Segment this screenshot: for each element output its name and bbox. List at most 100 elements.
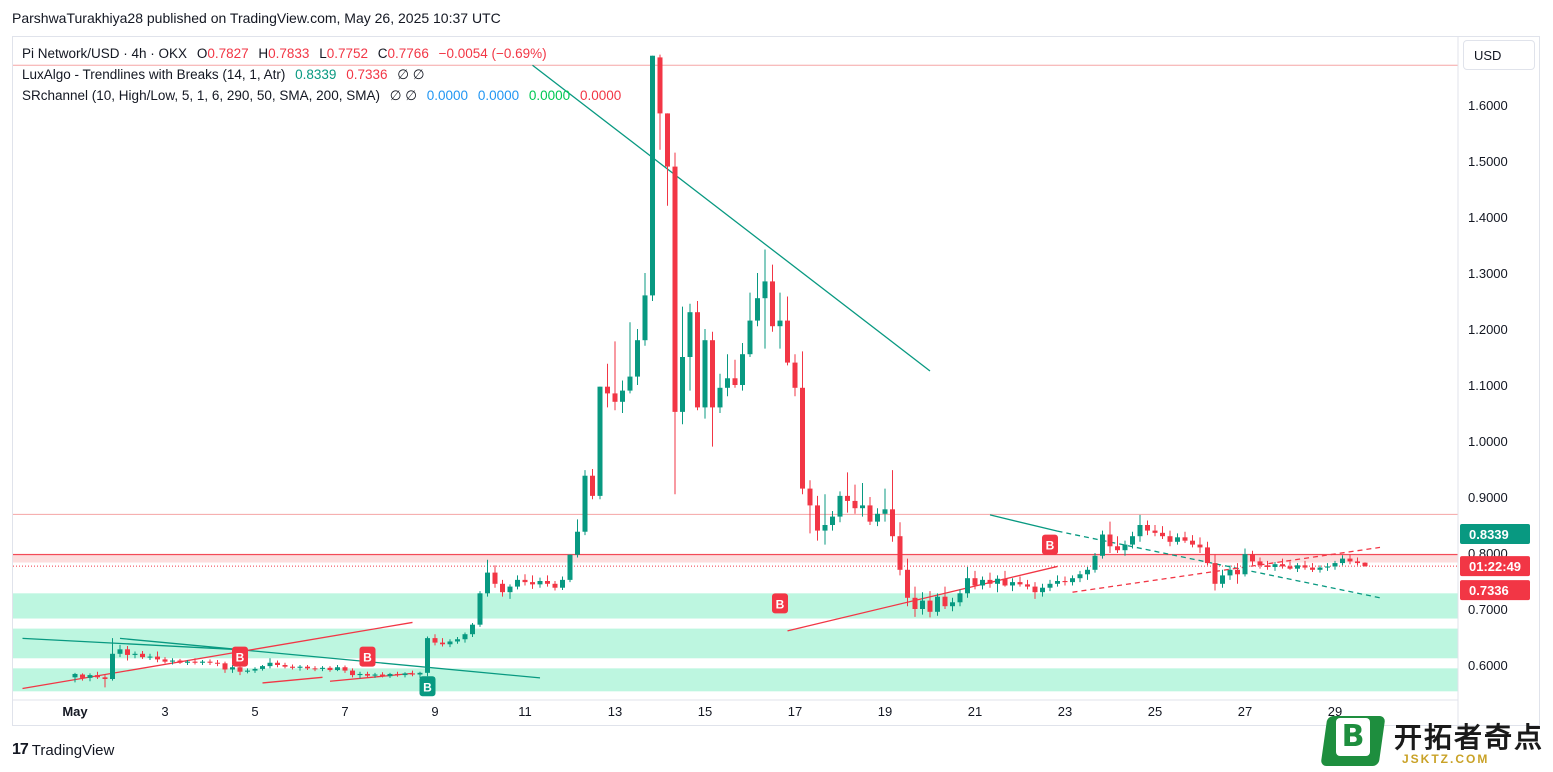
candle-body — [425, 638, 430, 673]
candle-92 — [762, 249, 768, 349]
candle-163 — [1295, 563, 1300, 573]
candle-71 — [605, 363, 610, 408]
luxalgo-indicator-name[interactable]: LuxAlgo - Trendlines with Breaks (14, 1,… — [22, 67, 286, 82]
candle-body — [410, 673, 415, 675]
candle-26 — [267, 658, 273, 669]
trendline-0 — [532, 64, 931, 372]
candle-body — [702, 340, 708, 408]
y-tick-label: 0.7000 — [1468, 602, 1508, 617]
candle-162 — [1287, 561, 1293, 570]
break-marker-1: B — [359, 646, 376, 667]
sr-zone-3 — [13, 553, 1458, 563]
candle-52 — [462, 632, 468, 643]
candle-141 — [1130, 531, 1135, 549]
candle-23 — [245, 668, 250, 674]
candle-body — [1250, 554, 1255, 562]
candle-140 — [1122, 540, 1128, 556]
candle-body — [215, 662, 220, 664]
y-tick-label: 1.4000 — [1468, 210, 1508, 225]
candle-161 — [1280, 558, 1285, 569]
candle-9 — [140, 651, 145, 659]
candle-body — [1175, 537, 1180, 542]
candle-100 — [822, 494, 828, 545]
candle-19 — [215, 659, 220, 667]
break-marker-2: B — [419, 676, 436, 697]
candle-134 — [1077, 570, 1083, 583]
candle-167 — [1325, 563, 1330, 571]
candle-body — [192, 661, 198, 663]
candle-body — [822, 525, 828, 531]
candle-118 — [957, 589, 963, 607]
candle-body — [1220, 575, 1225, 584]
trendline-4 — [1057, 530, 1381, 599]
candle-body — [627, 376, 633, 391]
candle-body — [252, 668, 258, 671]
candle-16 — [192, 658, 198, 665]
candle-106 — [867, 497, 873, 525]
candle-body — [777, 320, 783, 327]
trendline-3 — [989, 514, 1058, 532]
break-marker-0: B — [232, 646, 248, 667]
srchannel-empty-values: ∅ ∅ — [389, 88, 417, 103]
candle-57 — [500, 579, 505, 597]
candle-body — [972, 578, 978, 586]
candle-body — [297, 666, 303, 668]
x-tick-label: 21 — [968, 704, 982, 719]
srchannel-value-2: 0.0000 — [477, 88, 520, 103]
candle-169 — [1340, 555, 1345, 566]
candle-body — [185, 661, 190, 663]
candle-body — [200, 661, 205, 663]
legend-change: −0.0054 (−0.69%) — [438, 46, 547, 61]
candle-body — [1167, 536, 1173, 542]
candle-body — [837, 495, 843, 517]
candle-41 — [380, 672, 385, 678]
candle-body — [867, 505, 873, 522]
tradingview-logo[interactable]: 17 TradingView — [12, 741, 114, 759]
candle-body — [1280, 564, 1285, 567]
candle-168 — [1332, 560, 1338, 570]
candle-3 — [95, 671, 100, 679]
candle-38 — [357, 671, 363, 679]
candle-body — [545, 581, 550, 584]
candle-body — [860, 505, 865, 509]
break-marker-label: B — [236, 651, 245, 665]
candle-24 — [252, 667, 258, 673]
candle-body — [1212, 563, 1218, 584]
currency-button[interactable]: USD — [1463, 40, 1535, 70]
candle-0 — [72, 672, 78, 683]
legend-symbol[interactable]: Pi Network/USD · 4h · OKX — [22, 46, 188, 61]
candle-body — [725, 378, 730, 388]
candle-body — [687, 312, 693, 357]
candle-46 — [417, 671, 423, 678]
x-tick-label: 25 — [1148, 704, 1162, 719]
candle-68 — [582, 470, 588, 536]
candle-body — [447, 641, 453, 645]
candle-70 — [597, 386, 603, 500]
candle-36 — [342, 665, 348, 673]
candle-body — [282, 665, 288, 667]
candle-body — [155, 656, 160, 660]
candle-127 — [1025, 579, 1030, 590]
candle-body — [1265, 565, 1270, 567]
candle-138 — [1107, 521, 1113, 553]
break-marker-box — [772, 593, 788, 614]
candle-body — [1257, 561, 1263, 566]
candle-34 — [327, 666, 333, 672]
candle-13 — [170, 658, 175, 665]
legend-h-label: H — [258, 46, 269, 61]
candle-body — [267, 662, 273, 667]
candle-164 — [1302, 560, 1308, 570]
srchannel-indicator-name[interactable]: SRchannel (10, High/Low, 5, 1, 6, 290, 5… — [22, 88, 380, 103]
candle-body — [1047, 583, 1053, 588]
candle-body — [440, 642, 445, 645]
legend-low-value: 0.7752 — [326, 46, 369, 61]
candle-body — [732, 378, 738, 385]
x-tick-label: May — [62, 704, 88, 719]
candle-136 — [1092, 553, 1098, 573]
candle-body — [590, 475, 595, 496]
x-tick-label: 3 — [161, 704, 168, 719]
candle-body — [1107, 534, 1113, 547]
candle-body — [882, 509, 888, 514]
candle-body — [1092, 555, 1098, 570]
